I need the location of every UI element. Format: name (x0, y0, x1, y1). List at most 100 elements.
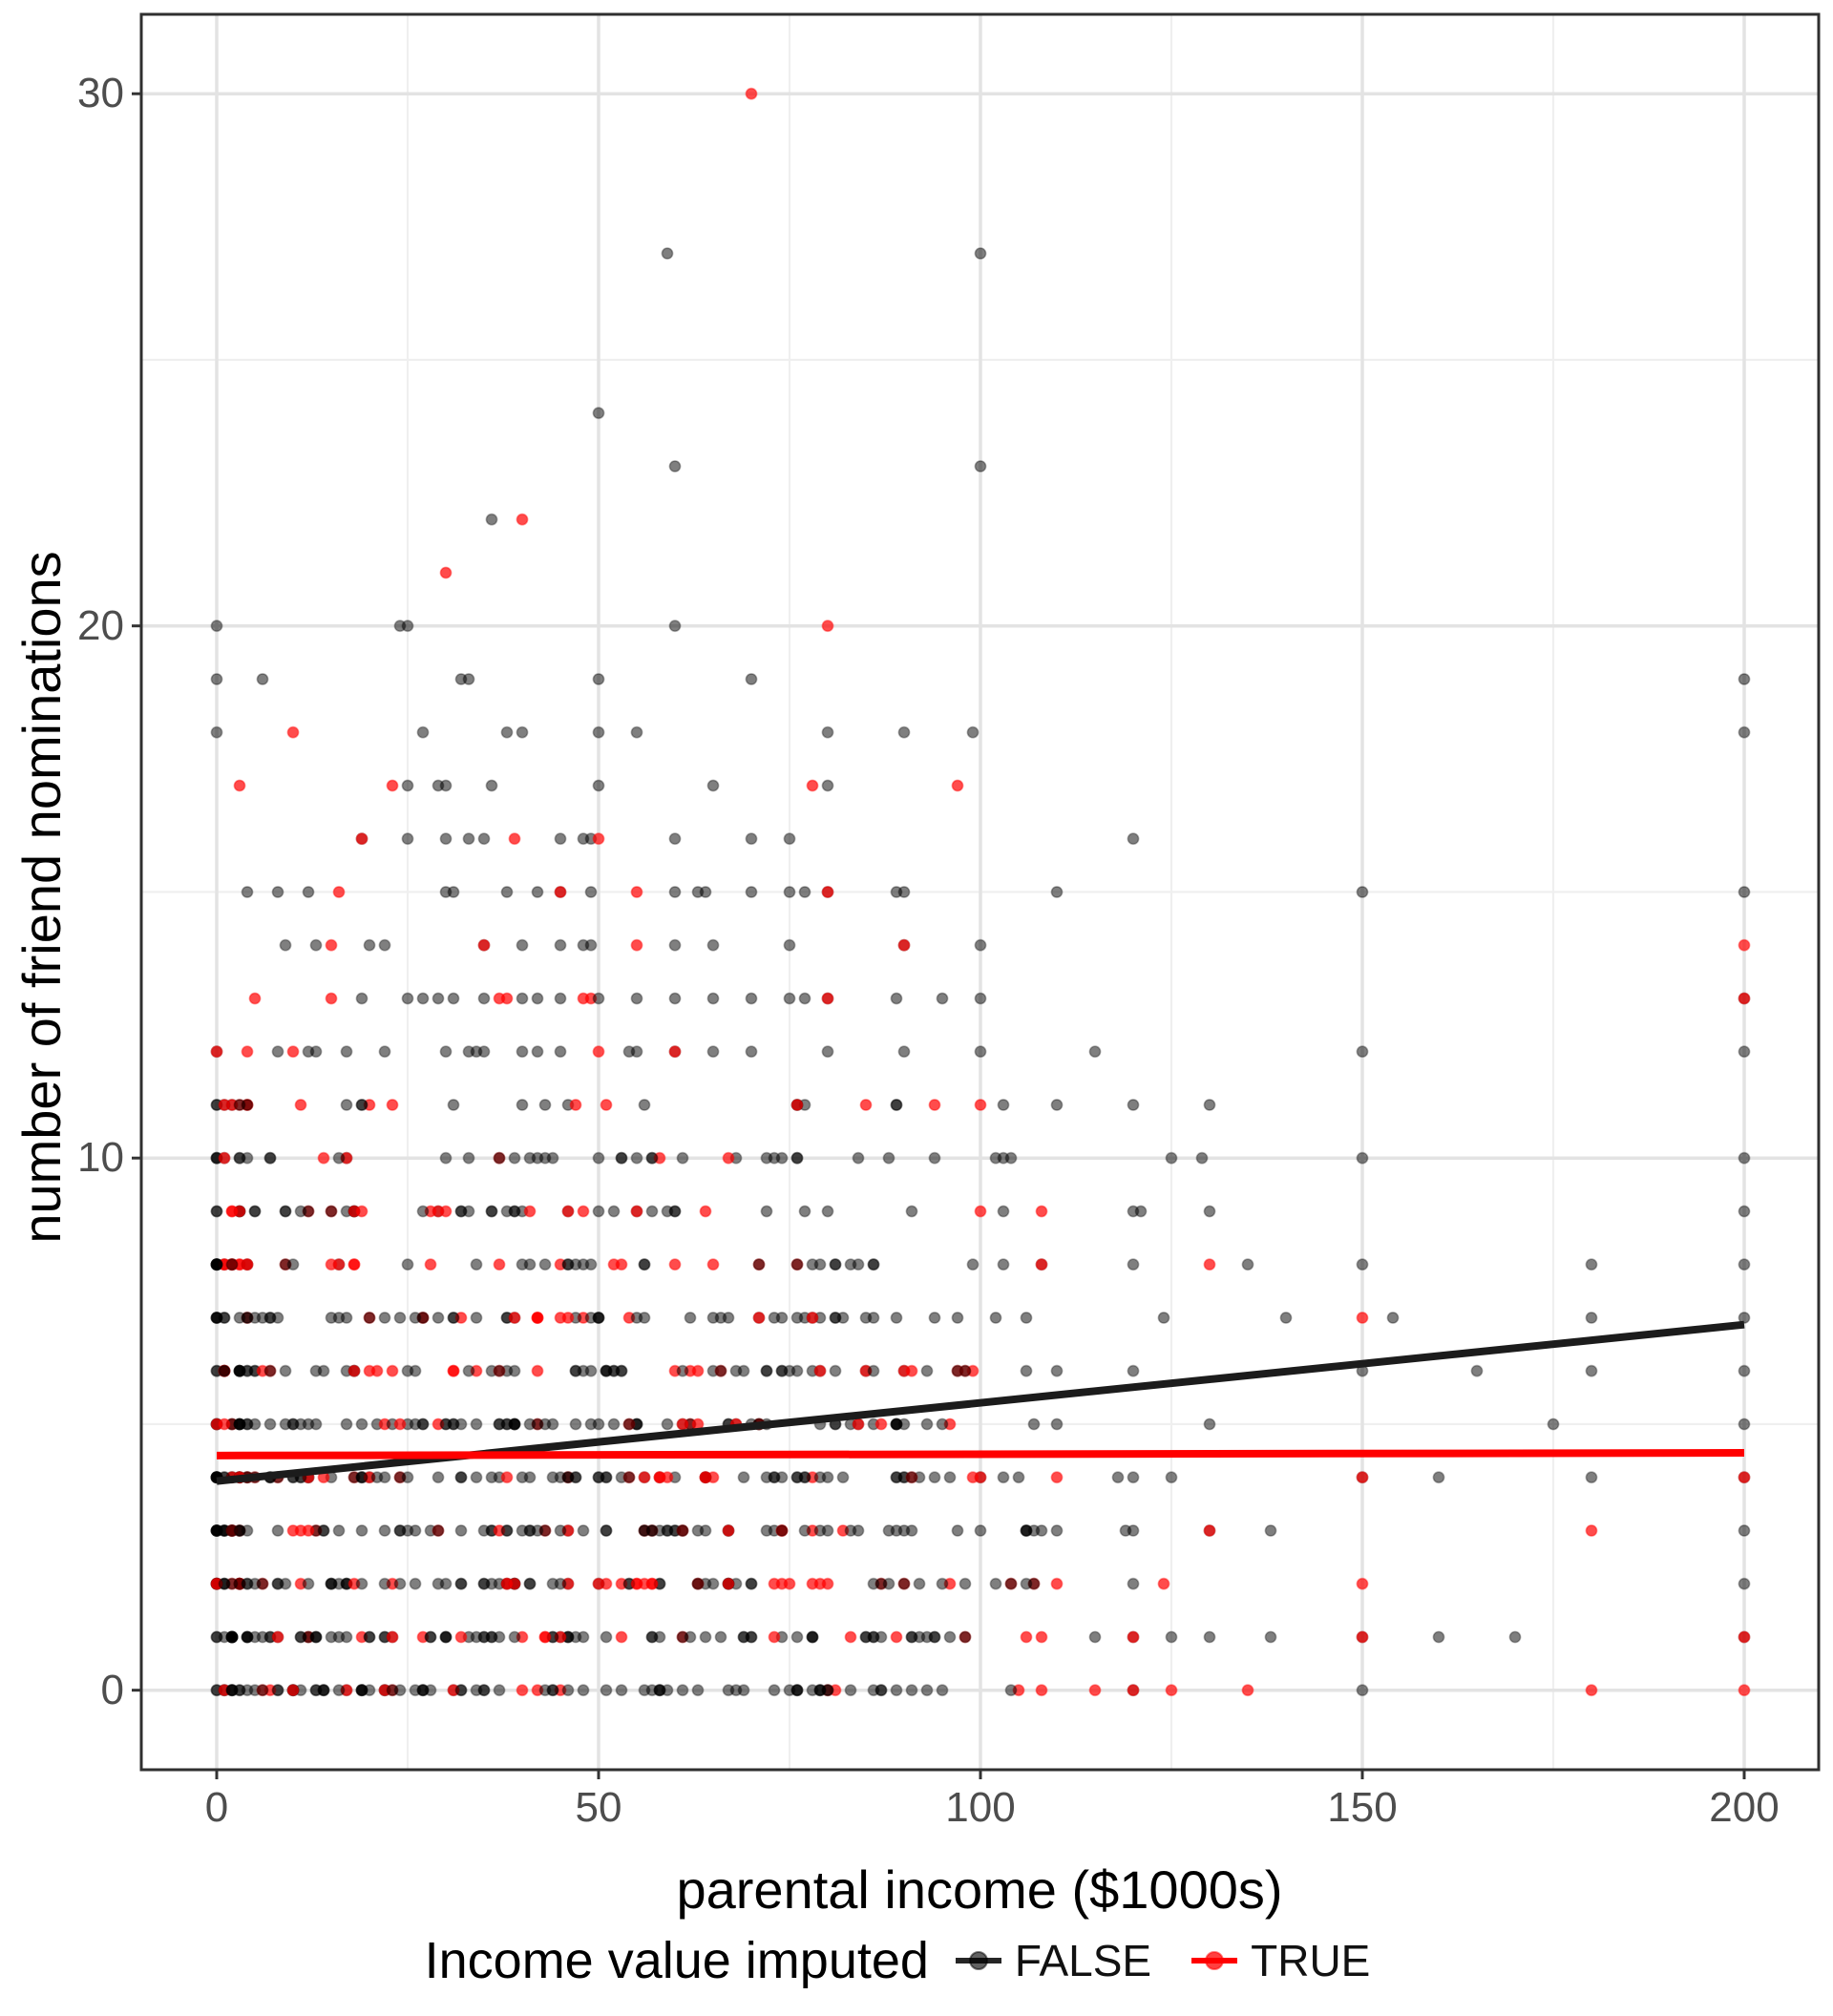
data-point (844, 1684, 857, 1697)
data-point (531, 1312, 544, 1324)
data-point (210, 1418, 223, 1431)
data-point (302, 1205, 315, 1218)
data-point (630, 1577, 643, 1590)
data-point (309, 1364, 323, 1377)
data-point (325, 1258, 338, 1271)
data-point (439, 779, 453, 792)
data-point (1738, 992, 1751, 1005)
data-point (1585, 1364, 1598, 1377)
data-point (531, 992, 544, 1005)
axis-ticks (132, 92, 1746, 1779)
data-point (768, 1577, 781, 1590)
data-point (760, 1205, 773, 1218)
data-point (997, 1099, 1010, 1111)
data-point (248, 992, 262, 1005)
data-point (813, 1577, 827, 1590)
data-point (439, 566, 453, 579)
data-point (699, 1630, 712, 1644)
data-point (928, 1471, 941, 1484)
data-point (401, 1471, 414, 1484)
data-point (1165, 1471, 1178, 1484)
data-point (279, 1364, 292, 1377)
data-point (493, 1151, 506, 1165)
data-point (493, 1418, 506, 1431)
data-point (355, 1099, 369, 1111)
data-point (447, 1099, 460, 1111)
data-point (737, 1471, 750, 1484)
data-point (745, 832, 758, 846)
data-point (989, 1577, 1002, 1590)
data-point (867, 1364, 880, 1377)
data-point (516, 1045, 529, 1059)
data-point (592, 407, 605, 420)
data-point (516, 1471, 529, 1484)
data-point (218, 1577, 231, 1590)
data-point (790, 1630, 804, 1644)
data-point (1050, 1471, 1064, 1484)
data-point (638, 1684, 651, 1697)
data-point (989, 1312, 1002, 1324)
data-point (752, 1258, 766, 1271)
data-point (722, 1577, 735, 1590)
data-point (897, 1364, 911, 1377)
data-point (325, 1205, 338, 1218)
data-point (1035, 1524, 1048, 1537)
data-point (210, 1205, 223, 1218)
data-point (1157, 1577, 1170, 1590)
data-point (959, 1577, 972, 1590)
x-tick-label-150: 150 (1327, 1784, 1398, 1831)
data-point (905, 1205, 918, 1218)
data-point (477, 1684, 491, 1697)
data-point (1127, 1577, 1140, 1590)
data-point (897, 938, 911, 952)
data-point (1356, 1258, 1369, 1271)
data-point (691, 1524, 705, 1537)
data-point (462, 673, 475, 685)
data-point (890, 1684, 903, 1697)
data-point (997, 1258, 1010, 1271)
data-point (592, 992, 605, 1005)
data-point (470, 1312, 483, 1324)
data-point (485, 1471, 498, 1484)
data-point (447, 1312, 460, 1324)
data-point (233, 779, 246, 792)
data-point (928, 1630, 941, 1644)
data-point (844, 1258, 857, 1271)
data-point (1050, 1524, 1064, 1537)
data-point (470, 1258, 483, 1271)
data-point (1738, 1577, 1751, 1590)
data-point (936, 992, 949, 1005)
y-tick-label-10: 10 (77, 1134, 124, 1181)
data-point (989, 1151, 1002, 1165)
data-point (859, 1312, 873, 1324)
data-point (554, 886, 567, 898)
data-point (485, 779, 498, 792)
data-point (821, 1045, 834, 1059)
data-point (225, 1205, 239, 1218)
data-point (768, 1471, 781, 1484)
data-point (378, 1577, 391, 1590)
data-point (592, 1312, 605, 1324)
data-point (256, 1684, 269, 1697)
data-point (615, 1151, 628, 1165)
data-point (409, 1524, 422, 1537)
data-point (1134, 1205, 1148, 1218)
data-point (248, 1205, 262, 1218)
data-point (890, 992, 903, 1005)
data-point (500, 1577, 514, 1590)
data-point (554, 1577, 567, 1590)
data-point (241, 1577, 254, 1590)
data-point (668, 620, 682, 633)
data-point (668, 938, 682, 952)
data-point (340, 1418, 353, 1431)
data-point (271, 1630, 284, 1644)
data-point (706, 1258, 720, 1271)
data-point (432, 1471, 445, 1484)
data-point (943, 1630, 957, 1644)
data-point (592, 1151, 605, 1165)
data-point (1203, 1630, 1216, 1644)
data-point (890, 1524, 903, 1537)
data-point (577, 1684, 590, 1697)
data-point (630, 1205, 643, 1218)
